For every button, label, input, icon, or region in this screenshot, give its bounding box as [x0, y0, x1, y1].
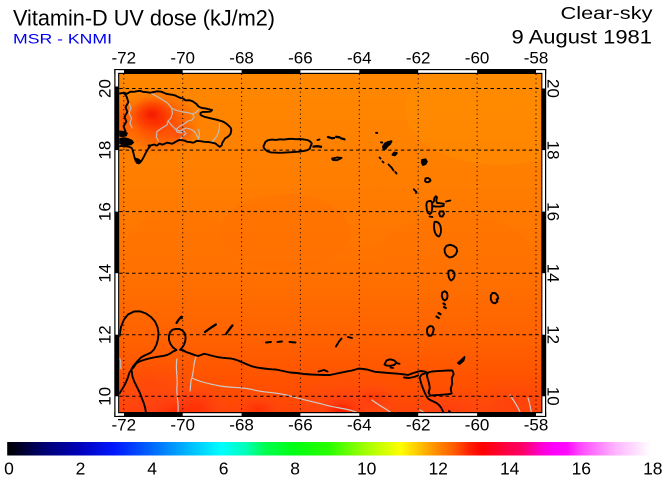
svg-text:16: 16 — [572, 459, 591, 479]
svg-text:16: 16 — [544, 202, 563, 221]
svg-text:10: 10 — [544, 387, 563, 406]
svg-text:14: 14 — [500, 459, 520, 479]
svg-text:0: 0 — [4, 459, 14, 479]
svg-text:18: 18 — [544, 141, 563, 160]
svg-text:10: 10 — [357, 459, 377, 479]
svg-text:18: 18 — [96, 141, 115, 160]
svg-text:14: 14 — [544, 264, 563, 283]
svg-text:12: 12 — [544, 325, 563, 344]
svg-text:-72: -72 — [112, 49, 137, 68]
svg-text:20: 20 — [544, 79, 563, 98]
svg-text:12: 12 — [428, 459, 447, 479]
svg-text:-58: -58 — [524, 49, 549, 68]
svg-text:-66: -66 — [288, 416, 313, 435]
svg-text:20: 20 — [96, 79, 115, 98]
svg-text:-68: -68 — [229, 49, 254, 68]
svg-text:-68: -68 — [229, 416, 254, 435]
svg-text:6: 6 — [219, 459, 229, 479]
svg-text:14: 14 — [96, 264, 115, 283]
svg-text:-64: -64 — [347, 416, 372, 435]
svg-text:-70: -70 — [170, 49, 195, 68]
svg-text:-58: -58 — [524, 416, 549, 435]
svg-text:MSR - KNMI: MSR - KNMI — [13, 31, 112, 47]
svg-text:-60: -60 — [465, 416, 490, 435]
svg-text:10: 10 — [96, 387, 115, 406]
svg-text:2: 2 — [76, 459, 86, 479]
svg-text:Clear-sky: Clear-sky — [561, 3, 653, 23]
svg-text:-62: -62 — [406, 416, 431, 435]
svg-text:-64: -64 — [347, 49, 372, 68]
svg-text:Vitamin-D UV dose (kJ/m2): Vitamin-D UV dose (kJ/m2) — [13, 6, 275, 31]
svg-text:16: 16 — [96, 202, 115, 221]
svg-text:-60: -60 — [465, 49, 490, 68]
svg-text:-70: -70 — [170, 416, 195, 435]
svg-text:-72: -72 — [112, 416, 137, 435]
svg-text:-62: -62 — [406, 49, 431, 68]
svg-text:4: 4 — [147, 459, 157, 479]
svg-text:9 August 1981: 9 August 1981 — [512, 28, 653, 49]
svg-text:-66: -66 — [288, 49, 313, 68]
svg-text:18: 18 — [643, 459, 662, 479]
svg-text:8: 8 — [290, 459, 300, 479]
svg-text:12: 12 — [96, 325, 115, 344]
